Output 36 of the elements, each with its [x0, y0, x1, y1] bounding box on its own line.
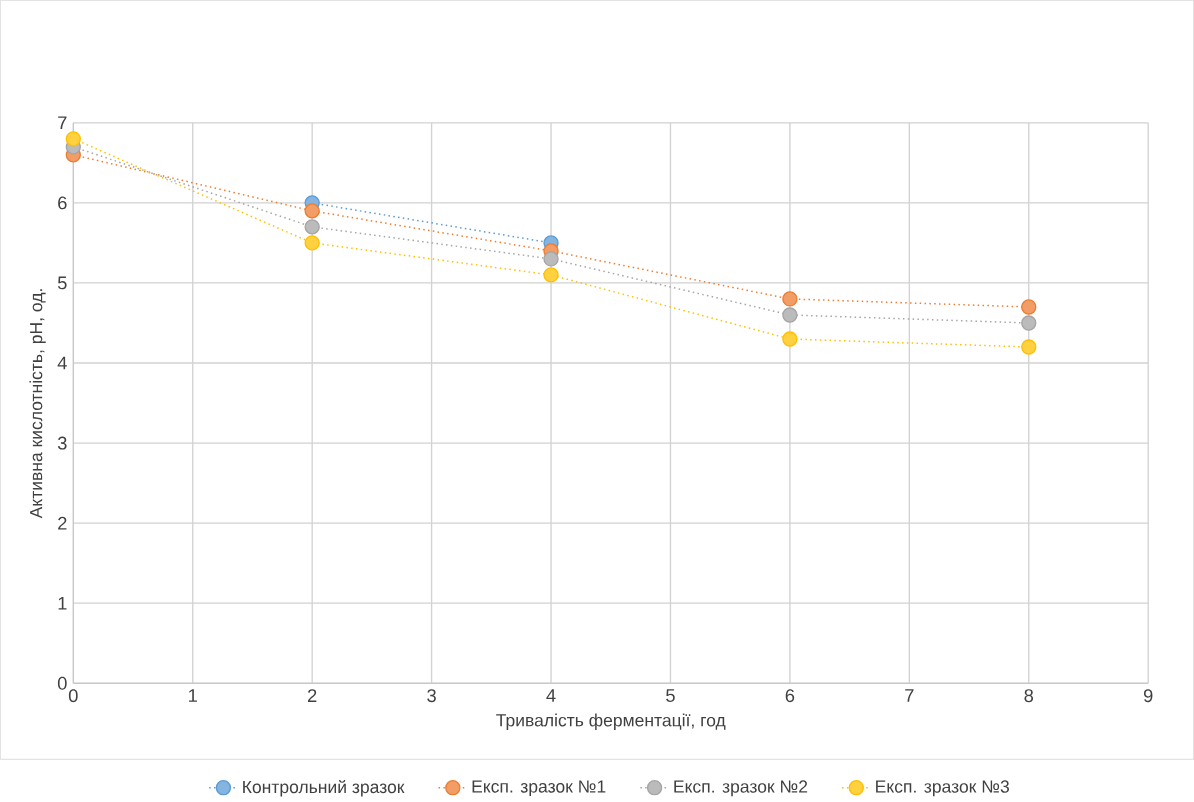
point [1021, 299, 1037, 315]
point [304, 219, 320, 235]
y-tick-label: 0 [57, 676, 67, 690]
x-tick-label: 3 [427, 689, 436, 703]
y-tick-label: 2 [58, 516, 67, 530]
point [782, 331, 798, 347]
y-tick-label: 1 [58, 596, 67, 610]
legend-label: Експ. зразок №2 [674, 780, 808, 797]
x-tick-label: 0 [68, 689, 78, 703]
point [304, 235, 320, 251]
x-tick-label: 2 [307, 689, 317, 702]
y-tick-label: 5 [57, 276, 67, 290]
x-axis-title: Тривалість ферментації, год [496, 713, 726, 730]
x-tick-label: 4 [546, 689, 556, 702]
y-tick-label: 7 [58, 116, 67, 130]
point [543, 267, 559, 283]
point [1021, 339, 1037, 355]
legend-label: Контрольний зразок [243, 779, 405, 797]
point [782, 291, 798, 307]
point [304, 203, 320, 219]
y-tick-label: 4 [57, 356, 67, 370]
x-tick-label: 7 [905, 689, 914, 702]
x-tick-label: 1 [189, 689, 197, 702]
x-tick-label: 6 [785, 689, 795, 703]
y-tick-label: 6 [58, 196, 67, 210]
point [65, 131, 81, 147]
x-tick-label: 9 [1143, 689, 1153, 703]
point [543, 251, 559, 267]
x-tick-label: 5 [666, 689, 675, 702]
point [782, 307, 798, 323]
y-tick-label: 3 [57, 436, 67, 450]
legend-label: Експ. зразок №1 [472, 780, 606, 797]
x-tick-label: 8 [1024, 689, 1034, 703]
legend-label: Експ. зразок №3 [876, 780, 1009, 797]
point [1021, 315, 1037, 331]
y-axis-title: Активна кислотність, pH, од. [29, 289, 46, 519]
